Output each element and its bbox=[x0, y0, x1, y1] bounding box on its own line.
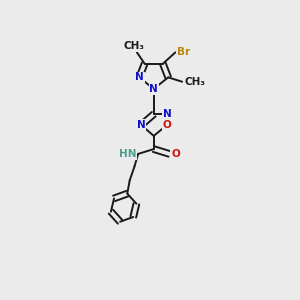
Text: N: N bbox=[137, 120, 146, 130]
Text: O: O bbox=[171, 149, 180, 159]
Text: N: N bbox=[135, 72, 144, 82]
Text: O: O bbox=[163, 120, 171, 130]
Text: CH₃: CH₃ bbox=[124, 41, 145, 51]
Text: Br: Br bbox=[177, 47, 190, 57]
Text: N: N bbox=[163, 109, 171, 119]
Text: N: N bbox=[149, 84, 158, 94]
Text: HN: HN bbox=[119, 149, 136, 159]
Text: CH₃: CH₃ bbox=[184, 77, 205, 87]
